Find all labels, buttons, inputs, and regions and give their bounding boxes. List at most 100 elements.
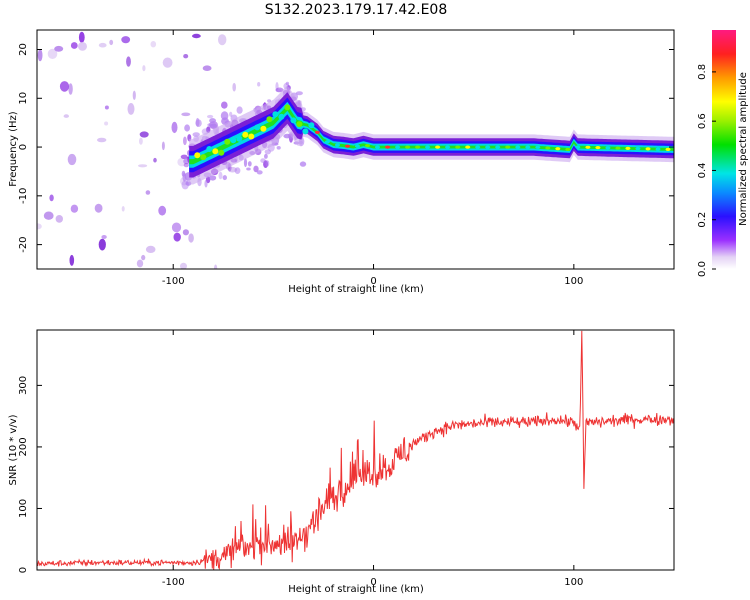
- spectrogram-noise-blob: [173, 232, 181, 242]
- colorbar-tick-label: 0.0: [697, 261, 708, 277]
- ridge-hotspot: [525, 145, 531, 149]
- spectrogram-noise-blob: [232, 82, 236, 92]
- ridge-hotspot: [655, 147, 661, 151]
- spectrogram-noise-blob: [209, 118, 217, 124]
- ridge-hotspot: [555, 147, 561, 151]
- x-tick-label: 0: [370, 577, 376, 588]
- ridge-hotspot: [635, 147, 641, 151]
- spectrogram-noise-blob: [67, 153, 77, 166]
- spectrogram-noise-blob: [49, 194, 54, 202]
- ridge-hotspot: [385, 145, 391, 149]
- ridge-hotspot: [218, 149, 225, 156]
- spectrogram-noise-blob: [229, 111, 233, 117]
- spectrogram-noise-blob: [181, 112, 191, 117]
- ridge-hotspot: [645, 147, 651, 151]
- spectrogram-noise-blob: [295, 91, 303, 96]
- spectrogram-noise-blob: [192, 132, 200, 137]
- spectrogram-noise-blob: [209, 175, 217, 181]
- ridge-hotspot: [585, 145, 591, 149]
- ridge-hotspot: [575, 145, 581, 149]
- x-tick-label: 0: [370, 276, 376, 287]
- spectrogram-noise-blob: [138, 164, 148, 168]
- ridge-hotspot: [335, 143, 340, 147]
- ridge-hotspot: [308, 122, 315, 129]
- x-tick-label: -100: [162, 577, 185, 588]
- ridge-hotspot: [200, 154, 207, 161]
- colorbar-tick-label: 0.8: [697, 64, 708, 80]
- ridge-hotspot: [415, 145, 421, 149]
- spectrogram-noise-blob: [70, 204, 79, 213]
- spectrogram-noise-blob: [180, 262, 187, 269]
- spectrogram-noise-blob: [192, 33, 201, 39]
- spectrogram-noise-blob: [202, 65, 212, 71]
- spectrogram-noise-blob: [78, 31, 85, 43]
- ridge-purple: [189, 92, 674, 178]
- spectrogram-noise-blob: [127, 103, 135, 115]
- spectrogram-noise-blob: [126, 56, 131, 67]
- snr-plot-area: [37, 330, 674, 570]
- spectrogram-noise-blob: [141, 254, 146, 261]
- spectrogram-noise-blob: [37, 49, 43, 62]
- snr-x-axis-label: Height of straight line (km): [288, 584, 424, 595]
- spectrogram-noise-blob: [104, 121, 109, 126]
- spectrogram-noise-blob: [180, 154, 188, 159]
- spectrogram-noise-blob: [183, 54, 189, 59]
- spectrogram-noise-blob: [47, 48, 58, 60]
- ridge-hotspot: [302, 128, 309, 135]
- ridge-hotspot: [284, 104, 291, 111]
- spectrogram-noise-blob: [171, 121, 178, 134]
- spectrogram-noise-blob: [132, 90, 136, 101]
- spectrogram-noise-blob: [264, 153, 268, 159]
- spectrogram-noise-blob: [218, 34, 227, 46]
- x-tick-label: 100: [564, 276, 583, 287]
- ridge-hotspot: [665, 147, 671, 151]
- spectrogram-noise-blob: [299, 161, 307, 167]
- ridge-hotspot: [485, 145, 491, 149]
- spectrogram-noise-blob: [150, 41, 157, 48]
- ridge-hotspot: [365, 144, 370, 148]
- colorbar-ticks: 0.0 0.2 0.4 0.6 0.8: [697, 64, 716, 277]
- spectrogram-noise-blob: [182, 229, 189, 236]
- ridge-hotspot: [505, 145, 511, 149]
- ridge-hotspot: [248, 133, 255, 140]
- spectrogram-noise-blob: [214, 264, 218, 269]
- spectrogram-noise-blob: [265, 160, 270, 167]
- spectrogram-noise-blob: [139, 131, 149, 138]
- ridge-outer: [189, 85, 674, 185]
- spectrogram-noise-blob: [162, 57, 173, 68]
- spectrogram-noise-blob: [139, 137, 143, 145]
- spectrogram-noise-blob: [161, 141, 165, 151]
- ridge-hotspot: [565, 147, 571, 151]
- ridge-hotspot: [435, 145, 441, 149]
- spectrogram-noise-blob: [101, 235, 107, 239]
- spectrogram-noise-blob: [121, 206, 125, 212]
- spectrogram-noise-blob: [153, 157, 157, 163]
- ridge-hotspot: [296, 121, 303, 128]
- x-tick-label: 100: [564, 577, 583, 588]
- ridge-hotspot: [260, 125, 267, 132]
- y-tick-label: 0: [18, 144, 29, 150]
- ridge-hotspot: [375, 145, 380, 149]
- y-tick-label: 0: [18, 567, 29, 573]
- spectrogram-noise-blob: [98, 42, 107, 48]
- spectrogram-noise-blob: [221, 101, 228, 109]
- y-tick-label: 20: [18, 43, 29, 56]
- spectrogram-noise-blob: [253, 165, 259, 173]
- ridge-hotspot: [206, 146, 213, 152]
- spectrogram-x-axis-label: Height of straight line (km): [288, 284, 424, 295]
- spectrogram-noise-blob: [188, 233, 194, 243]
- ridge-hotspot: [355, 144, 360, 148]
- snr-series-line: [37, 330, 674, 570]
- spectrogram-frame: [36, 29, 675, 270]
- spectrogram-noise-blob: [63, 114, 69, 118]
- snr-ticks: -100 0 100 0 100 200 300: [18, 330, 674, 588]
- y-tick-label: -20: [18, 236, 29, 252]
- ridge-hotspot: [278, 113, 285, 120]
- colorbar-label: Normalized spectral amplitude: [738, 72, 749, 226]
- chart-title: S132.2023.179.17.42.E08: [265, 2, 448, 18]
- ridge-hotspot: [395, 145, 401, 149]
- spectrogram-noise-blob: [183, 163, 189, 168]
- snr-panel: -100 0 100 0 100 200 300 Height of straight li…: [8, 329, 675, 595]
